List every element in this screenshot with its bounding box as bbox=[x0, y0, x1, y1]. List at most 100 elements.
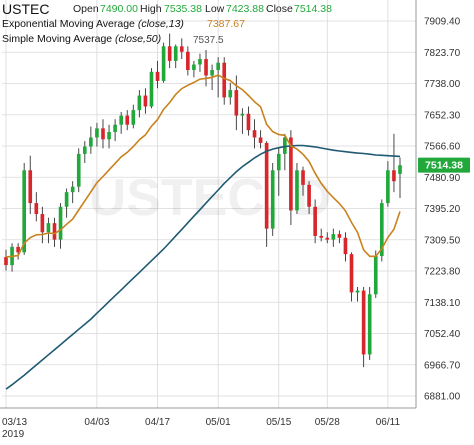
candle-body bbox=[83, 147, 87, 154]
y-tick-label: 7395.20 bbox=[424, 204, 461, 215]
candle-body bbox=[138, 96, 142, 111]
candle-body bbox=[271, 170, 275, 228]
candle bbox=[150, 68, 154, 108]
high-value: 7535.38 bbox=[164, 3, 202, 15]
candle-body bbox=[28, 170, 32, 203]
candle-body bbox=[338, 234, 342, 238]
y-tick-label: 7909.40 bbox=[424, 17, 461, 28]
open-value: 7490.00 bbox=[100, 3, 138, 15]
candle bbox=[241, 108, 245, 134]
candle bbox=[107, 125, 111, 149]
candle-body bbox=[235, 90, 239, 116]
candle-body bbox=[156, 72, 160, 81]
candle-body bbox=[59, 207, 63, 240]
sma-legend-params: (close,50) bbox=[115, 33, 161, 45]
candle bbox=[392, 134, 396, 192]
price-tag: 7514.38 bbox=[418, 158, 470, 173]
candle bbox=[271, 163, 275, 236]
x-tick-label: 05/28 bbox=[315, 417, 340, 428]
candle-body bbox=[247, 114, 251, 130]
candle-body bbox=[125, 116, 129, 125]
x-tick-label: 06/11 bbox=[376, 417, 401, 428]
candle-body bbox=[253, 130, 257, 137]
candle-body bbox=[101, 128, 105, 139]
candle bbox=[265, 141, 269, 247]
ema-legend: Exponential Moving Average (close,13) bbox=[2, 18, 184, 30]
candle-body bbox=[162, 46, 166, 81]
candle-body bbox=[356, 291, 360, 293]
candle-body bbox=[241, 114, 245, 116]
ema-legend-label: Exponential Moving Average bbox=[2, 18, 135, 30]
candle-body bbox=[332, 234, 336, 239]
candle bbox=[95, 123, 99, 147]
peak-label: 7537.5 bbox=[193, 35, 224, 46]
close-value: 7514.38 bbox=[294, 3, 332, 15]
x-tick-label: 03/13 bbox=[2, 417, 27, 428]
y-tick-label: 6881.00 bbox=[424, 392, 461, 403]
candle-body bbox=[398, 165, 402, 174]
candle-body bbox=[307, 185, 311, 207]
y-tick-label: 7138.10 bbox=[424, 298, 461, 309]
candle-body bbox=[150, 72, 154, 107]
x-tick-label: 04/03 bbox=[84, 417, 109, 428]
candle-body bbox=[113, 125, 117, 132]
x-tick-label: 05/15 bbox=[266, 417, 291, 428]
candle bbox=[247, 106, 251, 135]
candle-body bbox=[277, 154, 281, 170]
candle bbox=[180, 38, 184, 59]
candle bbox=[325, 232, 329, 243]
candle bbox=[398, 158, 402, 198]
low-label: Low bbox=[205, 3, 225, 15]
candle bbox=[204, 50, 208, 86]
candle-body bbox=[374, 256, 378, 294]
candle-body bbox=[350, 254, 354, 292]
candle bbox=[222, 57, 226, 104]
candle-body bbox=[65, 192, 69, 207]
candle bbox=[138, 90, 142, 117]
candle-body bbox=[228, 90, 232, 97]
candle bbox=[350, 252, 354, 301]
candle bbox=[368, 287, 372, 360]
candle-body bbox=[168, 46, 172, 61]
candle bbox=[338, 230, 342, 243]
candle-body bbox=[198, 59, 202, 64]
close-label: Close bbox=[266, 3, 293, 15]
candle-body bbox=[41, 214, 45, 232]
y-tick-label: 6966.70 bbox=[424, 360, 461, 371]
candle bbox=[125, 110, 129, 130]
candle bbox=[156, 61, 160, 88]
candle bbox=[101, 119, 105, 148]
candle bbox=[344, 232, 348, 261]
candle-body bbox=[192, 65, 196, 70]
candle bbox=[356, 287, 360, 302]
candle-body bbox=[319, 236, 323, 238]
candle-body bbox=[174, 46, 178, 61]
candle-body bbox=[344, 238, 348, 254]
candle bbox=[216, 57, 220, 97]
last-price-label: 7514.38 bbox=[425, 160, 463, 172]
low-value: 7423.88 bbox=[226, 3, 264, 15]
open-label: Open bbox=[73, 3, 99, 15]
candle bbox=[89, 127, 93, 154]
candle bbox=[41, 207, 45, 243]
candle-body bbox=[186, 52, 190, 70]
symbol-label: USTEC bbox=[2, 1, 49, 17]
candle bbox=[174, 44, 178, 68]
y-tick-label: 7052.40 bbox=[424, 329, 461, 340]
candle-body bbox=[144, 96, 148, 107]
ema-legend-params: (close,13) bbox=[138, 18, 184, 30]
candle bbox=[198, 54, 202, 72]
candle bbox=[283, 134, 287, 170]
candle-body bbox=[204, 59, 208, 75]
x-tick-label: 04/17 bbox=[145, 417, 170, 428]
candle-body bbox=[95, 128, 99, 137]
candle-body bbox=[222, 63, 226, 98]
candle bbox=[380, 199, 384, 261]
x-axis: 03/13201904/03 04/17 05/01 05/15 05/28 06/11 bbox=[2, 417, 400, 440]
y-tick-label: 7309.50 bbox=[424, 235, 461, 246]
candle-body bbox=[131, 110, 135, 125]
y-tick-label: 7652.30 bbox=[424, 110, 461, 121]
candle bbox=[28, 156, 32, 214]
candle-body bbox=[301, 170, 305, 185]
